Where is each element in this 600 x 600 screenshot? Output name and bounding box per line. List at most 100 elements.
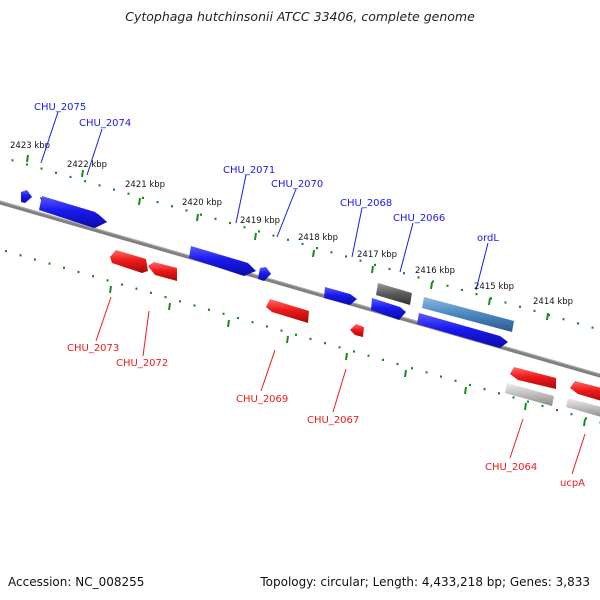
scale-dot: [40, 167, 43, 170]
scale-dot: [548, 314, 550, 317]
major-tick: [168, 302, 171, 311]
reverse-scale-dots: [5, 250, 600, 424]
scale-dot: [309, 337, 312, 340]
label-chu-2064: CHU_2064: [485, 462, 537, 473]
scale-dot: [585, 417, 587, 420]
scale-dot: [142, 196, 144, 199]
gene-chu-2072[interactable]: [148, 262, 177, 281]
scale-dot: [243, 226, 246, 229]
gene-chu-2071[interactable]: [189, 246, 256, 276]
scale-dot: [164, 296, 167, 299]
scale-dot: [498, 392, 500, 395]
scale-dot: [135, 287, 138, 290]
scale-dot: [425, 371, 428, 374]
scale-dot: [208, 308, 210, 311]
gene-chu-2074[interactable]: [39, 196, 107, 228]
scale-dot: [272, 234, 275, 237]
scale-dot: [26, 163, 28, 166]
major-tick: [227, 319, 230, 328]
gene-chu-2070[interactable]: [258, 267, 271, 281]
gene-chu-2067[interactable]: [350, 324, 364, 337]
scale-dot: [63, 266, 65, 269]
scale-dot: [396, 362, 399, 366]
label-chu-2072: CHU_2072: [116, 358, 168, 369]
gene-chu-2075[interactable]: [21, 190, 32, 203]
scale-dot: [11, 159, 14, 162]
major-tick: [26, 154, 29, 163]
scale-dot: [562, 318, 565, 321]
scale-dot: [382, 358, 384, 361]
scale-dot: [98, 184, 101, 187]
scale-dot: [287, 238, 289, 241]
major-tick: [109, 285, 112, 294]
gene-ordl[interactable]: [417, 313, 508, 348]
forward-leader-lines: [40, 111, 489, 291]
gene-gray-light-2[interactable]: [566, 398, 600, 418]
scale-dot: [316, 247, 318, 250]
major-tick: [312, 249, 315, 258]
scale-dot: [301, 242, 304, 245]
scale-dot: [338, 346, 341, 349]
scale-dot: [200, 213, 202, 216]
gene-ucpa[interactable]: [570, 381, 600, 402]
major-tick: [196, 213, 199, 222]
scale-dot: [556, 409, 558, 412]
accession-text: Accession: NC_008255: [8, 575, 145, 589]
scale-dot: [417, 276, 420, 279]
gene-chu-2066[interactable]: [371, 298, 406, 320]
scale-dot: [359, 259, 362, 262]
scale-dot: [577, 322, 579, 325]
reverse-leader-lines: [95, 296, 586, 475]
scale-dot: [345, 255, 347, 258]
major-tick: [345, 352, 348, 361]
scale-dot: [34, 258, 36, 261]
scale-dot: [353, 350, 355, 353]
scale-dot: [55, 171, 57, 174]
scale-dot: [432, 280, 434, 283]
gene-chu-2064[interactable]: [510, 367, 556, 389]
scale-dot: [251, 321, 254, 324]
gene-chu-2068[interactable]: [324, 287, 357, 305]
scale-dot: [92, 275, 94, 278]
major-tick: [430, 281, 433, 290]
scale-dot: [237, 316, 239, 320]
kbp-label-2421: 2421 kbp: [125, 180, 165, 190]
gene-chu-2073[interactable]: [110, 250, 148, 273]
scale-dot: [156, 201, 159, 204]
scale-dot: [533, 309, 536, 312]
major-tick: [546, 312, 549, 321]
kbp-label-2423: 2423 kbp: [10, 141, 50, 151]
scale-dot: [490, 297, 492, 300]
scale-dot: [295, 333, 297, 336]
scale-dot: [440, 375, 442, 378]
gene-gray-dark[interactable]: [376, 283, 412, 305]
scale-dot: [527, 400, 529, 403]
major-tick: [138, 197, 141, 206]
scale-dot: [69, 175, 72, 179]
genome-backbone-highlight: [0, 200, 600, 375]
major-tick: [583, 418, 586, 427]
label-chu-2071: CHU_2071: [223, 165, 275, 176]
label-chu-2068: CHU_2068: [340, 198, 392, 209]
scale-dot: [84, 180, 86, 183]
scale-dot: [512, 396, 515, 399]
scale-dot: [171, 205, 173, 208]
forward-genes: [21, 190, 514, 348]
scale-dot: [411, 367, 413, 370]
scale-dot: [48, 262, 51, 265]
label-chu-2070: CHU_2070: [271, 179, 323, 190]
gene-chu-2069[interactable]: [266, 299, 309, 323]
scale-dot: [222, 312, 225, 315]
label-ucpa: ucpA: [560, 478, 585, 489]
gene-gray-light-1[interactable]: [505, 383, 554, 406]
scale-dot: [150, 291, 152, 294]
scale-dot: [454, 379, 457, 382]
scale-dot: [77, 270, 80, 274]
scale-dot: [541, 404, 544, 407]
scale-dot: [258, 230, 260, 233]
scale-dot: [19, 254, 22, 257]
scale-dot: [113, 188, 115, 191]
major-tick: [488, 297, 491, 306]
label-chu-2066: CHU_2066: [393, 213, 445, 224]
gene-steel[interactable]: [422, 297, 514, 332]
